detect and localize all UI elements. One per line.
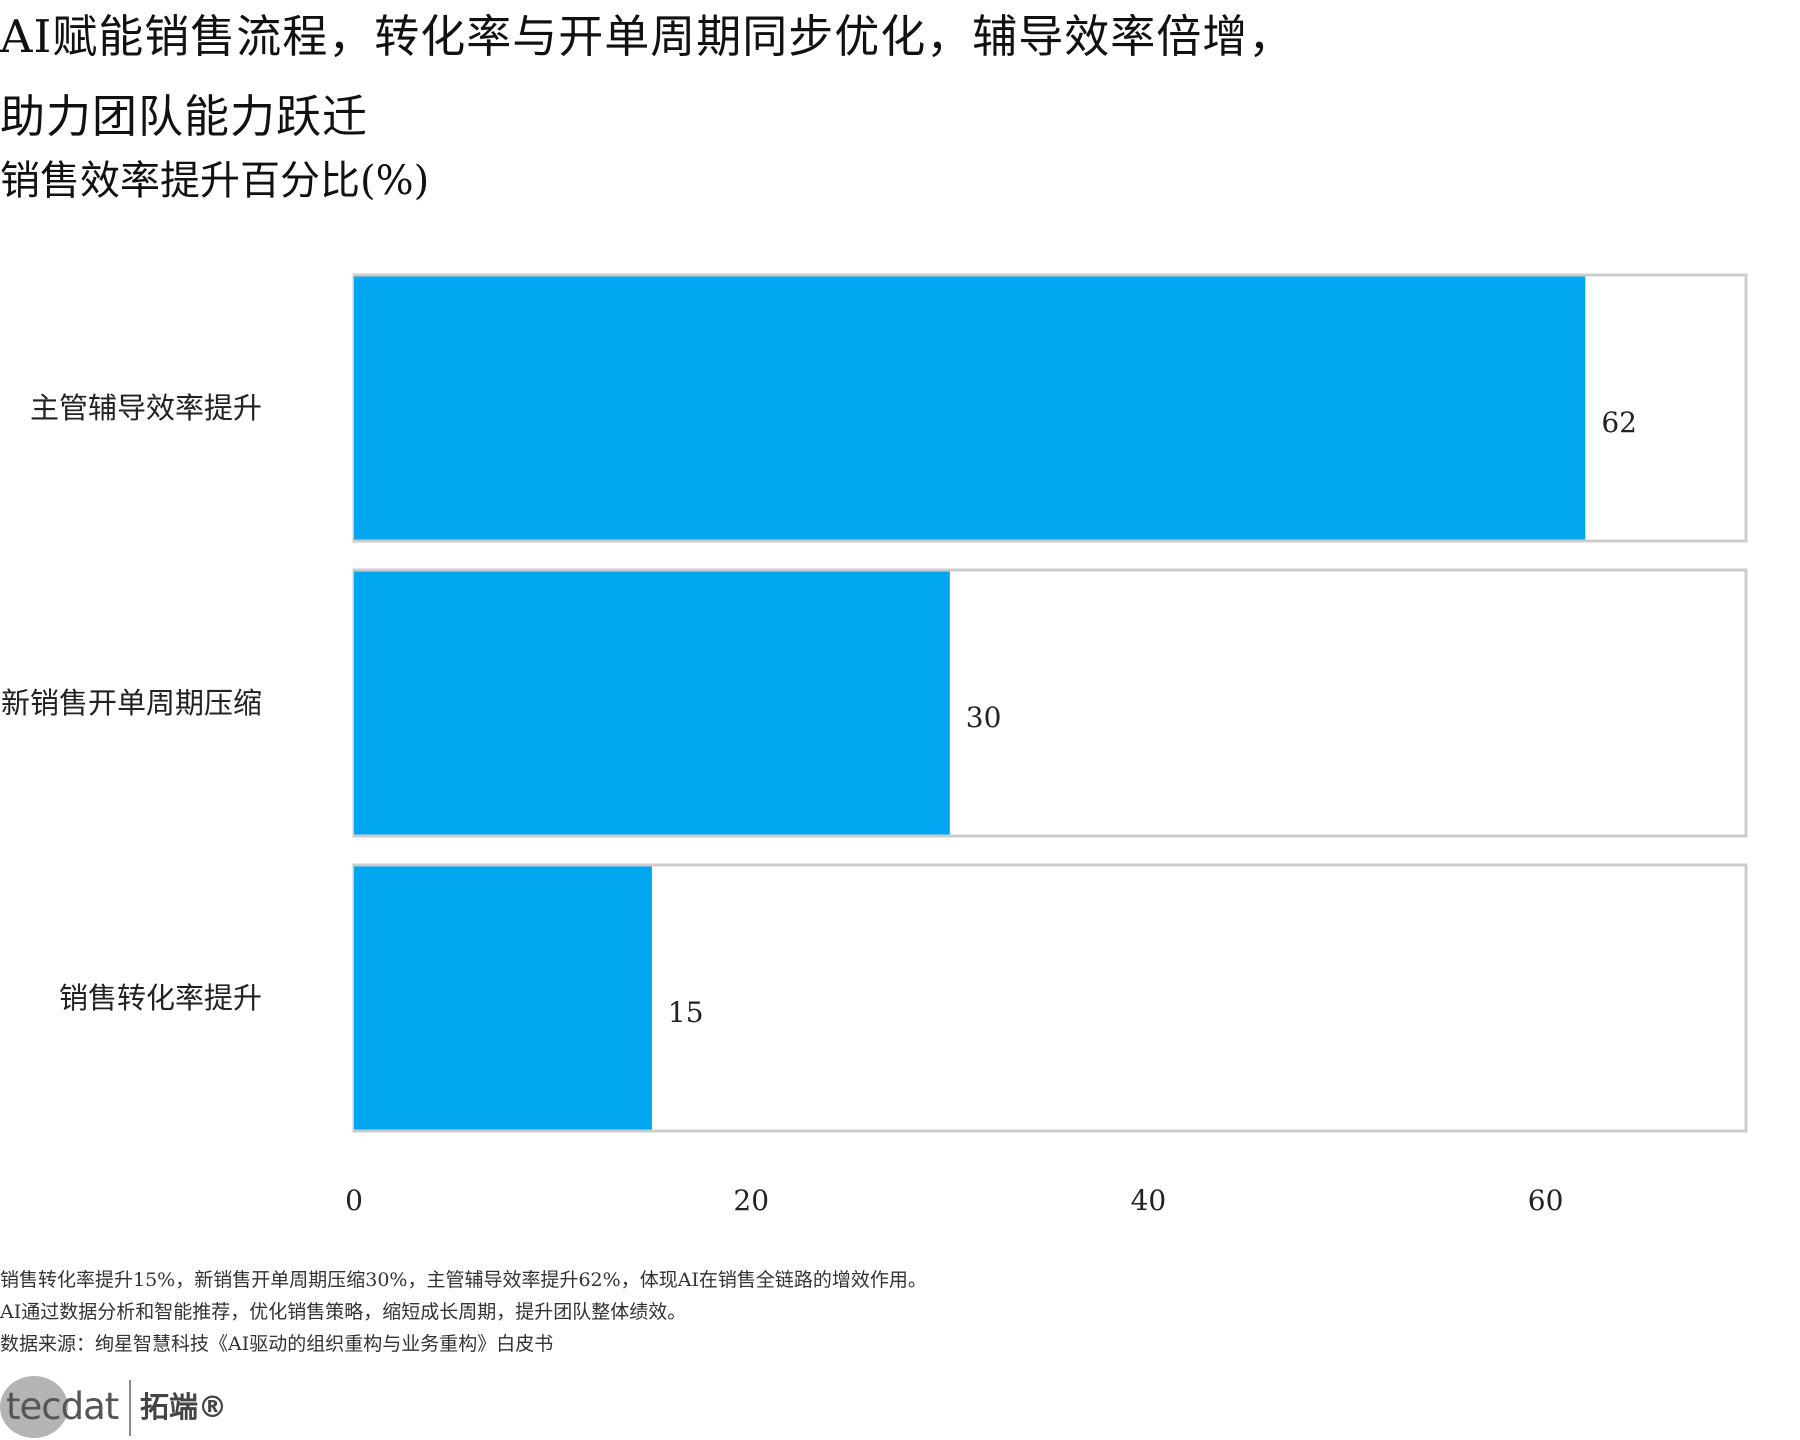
logo-divider bbox=[129, 1380, 131, 1436]
tecdat-logo: tecdat 拓端® bbox=[0, 1374, 240, 1440]
x-tick-label-1: 0 bbox=[345, 1184, 363, 1217]
x-tick-label-3: 40 bbox=[1131, 1184, 1167, 1217]
chart-title-line-1: AI赋能销售流程，转化率与开单周期同步优化，辅导效率倍增， bbox=[0, 10, 1295, 63]
footnote-line-2: AI通过数据分析和智能推荐，优化销售策略，缩短成长周期，提升团队整体绩效。 bbox=[0, 1301, 687, 1323]
category-label-1: 主管辅导效率提升 bbox=[30, 391, 262, 425]
footnote-line-1: 销售转化率提升15%，新销售开单周期压缩30%，主管辅导效率提升62%，体现AI… bbox=[0, 1269, 927, 1291]
bar-1 bbox=[354, 276, 1586, 540]
data-label-1: 62 bbox=[1601, 406, 1637, 439]
bar-2 bbox=[354, 571, 950, 835]
data-label-3: 15 bbox=[668, 996, 704, 1029]
x-tick-label-2: 20 bbox=[733, 1184, 769, 1217]
category-label-2: 新销售开单周期压缩 bbox=[1, 686, 262, 720]
chart-subtitle: 销售效率提升百分比(%) bbox=[0, 158, 430, 204]
bar-3 bbox=[354, 866, 652, 1130]
logo-chinese-text: 拓端® bbox=[140, 1390, 228, 1424]
logo-circle-mark bbox=[0, 1376, 68, 1438]
logo-latin-text: tecdat bbox=[6, 1385, 119, 1428]
data-label-2: 30 bbox=[966, 701, 1002, 734]
source-note: 数据来源：绚星智慧科技《AI驱动的组织重构与业务重构》白皮书 bbox=[0, 1333, 554, 1355]
category-label-3: 销售转化率提升 bbox=[59, 981, 262, 1015]
chart-title-line-2: 助力团队能力跃迁 bbox=[0, 90, 369, 143]
x-tick-label-4: 60 bbox=[1528, 1184, 1564, 1217]
